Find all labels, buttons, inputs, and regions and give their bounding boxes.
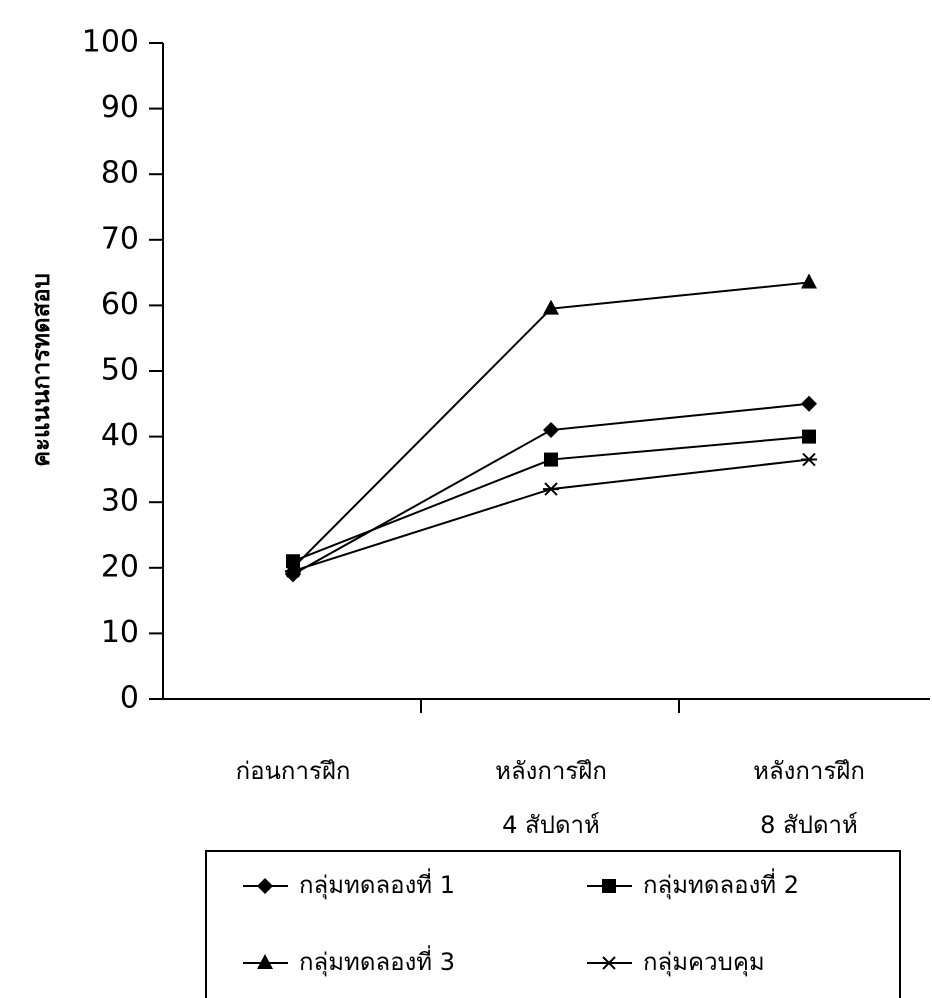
y-tick-label: 90 xyxy=(101,90,139,125)
marker xyxy=(543,422,559,438)
x-tick-label: หลังการฝึก xyxy=(753,757,865,785)
legend-label: กลุ่มทดลองที่ 1 xyxy=(299,868,455,900)
y-axis-label: คะแนนการทดสอบ xyxy=(27,273,55,467)
legend-label: กลุ่มควบคุม xyxy=(643,948,765,977)
marker xyxy=(543,483,559,495)
marker xyxy=(801,273,817,288)
y-tick-label: 40 xyxy=(101,418,139,453)
marker xyxy=(601,957,617,969)
x-tick-label: 4 สัปดาห์ xyxy=(502,811,600,839)
marker xyxy=(257,954,273,969)
legend-label: กลุ่มทดลองที่ 2 xyxy=(643,868,799,900)
y-tick-label: 60 xyxy=(101,287,139,322)
y-tick-label: 100 xyxy=(82,25,139,60)
chart: คะแนนการทดสอบ 0 10 20 30 40 50 60 70 80 90 100 ก่อน… xyxy=(0,0,932,998)
y-tick-label: 80 xyxy=(101,156,139,191)
y-tick-label: 30 xyxy=(101,484,139,519)
y-tick-label: 20 xyxy=(101,549,139,584)
marker xyxy=(802,430,816,444)
x-tick-label: ก่อนการฝึก xyxy=(236,757,351,785)
legend-label: กลุ่มทดลองที่ 3 xyxy=(299,945,455,977)
x-tick-label: หลังการฝึก xyxy=(495,757,607,785)
marker xyxy=(801,396,817,412)
x-tick-label: 8 สัปดาห์ xyxy=(760,811,858,839)
y-tick-label: 0 xyxy=(120,681,139,716)
marker xyxy=(544,453,558,467)
marker xyxy=(257,878,273,894)
marker xyxy=(801,454,817,466)
marker xyxy=(602,879,616,893)
series-line xyxy=(293,460,809,572)
y-tick-label: 10 xyxy=(101,615,139,650)
y-tick-label: 70 xyxy=(101,221,139,256)
y-tick-label: 50 xyxy=(101,353,139,388)
